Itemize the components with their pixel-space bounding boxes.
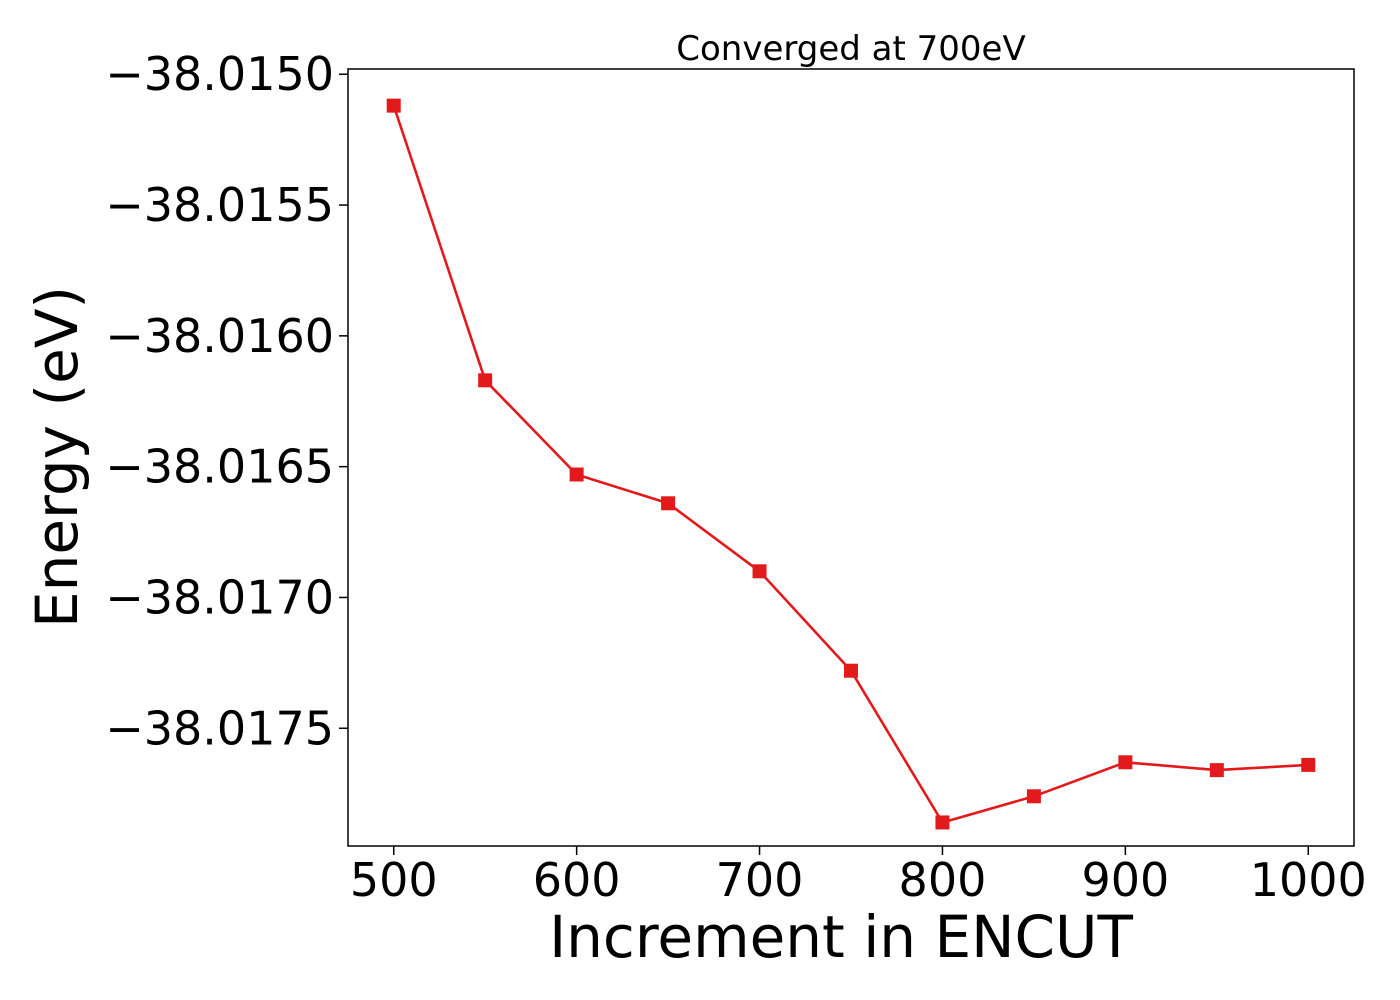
y-axis: −38.0150 −38.0155 −38.0160 −38.0165 −38.0170…: [105, 47, 348, 755]
data-point-marker: [569, 467, 584, 482]
data-point-marker: [1118, 755, 1133, 770]
data-point-marker: [661, 496, 676, 511]
x-tick-label: 800: [899, 853, 987, 907]
y-tick-label: −38.0165: [105, 440, 334, 494]
data-point-marker: [386, 98, 401, 113]
y-tick-label: −38.0160: [105, 309, 334, 363]
x-axis: 500 600 700 800 900 1000: [350, 846, 1367, 907]
y-tick-label: −38.0175: [105, 701, 334, 755]
data-point-marker: [844, 663, 858, 678]
y-tick-label: −38.0155: [105, 178, 334, 232]
x-tick-label: 900: [1081, 853, 1169, 907]
chart-title: Converged at 700eV: [676, 29, 1025, 69]
data-point-marker: [478, 373, 493, 388]
y-tick-label: −38.0150: [105, 47, 334, 101]
x-tick-label: 600: [533, 853, 621, 907]
plot-area: [386, 98, 1316, 830]
x-axis-label: Increment in ENCUT: [549, 903, 1133, 971]
y-axis-label: Energy (eV): [23, 286, 91, 628]
data-point-marker: [1301, 757, 1316, 772]
data-point-marker: [1026, 789, 1041, 804]
x-tick-label: 1000: [1250, 853, 1367, 907]
plot-frame: [347, 68, 1355, 847]
x-tick-label: 700: [716, 853, 804, 907]
data-point-marker: [752, 564, 767, 579]
data-point-marker: [1209, 763, 1224, 778]
data-point-marker: [935, 815, 950, 830]
x-tick-label: 500: [350, 853, 438, 907]
y-tick-label: −38.0170: [105, 570, 334, 624]
